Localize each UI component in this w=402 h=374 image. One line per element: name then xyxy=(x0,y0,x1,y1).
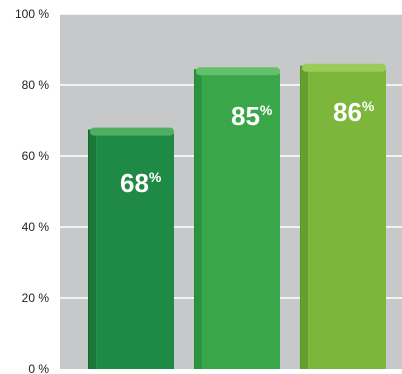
bar-top xyxy=(196,67,280,76)
y-tick-label: 20 % xyxy=(22,291,50,305)
value-label: 86% xyxy=(333,97,375,127)
bar-front xyxy=(202,73,280,369)
bar-top xyxy=(90,127,174,136)
y-tick-label: 100 % xyxy=(15,7,49,21)
bar xyxy=(300,63,386,369)
bar-front xyxy=(308,69,386,369)
y-tick-label: 80 % xyxy=(22,78,50,92)
bars xyxy=(88,63,386,369)
bar-top xyxy=(302,63,386,72)
y-tick-label: 60 % xyxy=(22,149,50,163)
value-labels: 68% 85% 86% xyxy=(120,97,375,198)
bar-front xyxy=(96,133,174,369)
value-label: 68% xyxy=(120,168,162,198)
value-label: 85% xyxy=(231,101,273,131)
bar xyxy=(88,127,174,369)
bar xyxy=(194,67,280,369)
y-tick-label: 0 % xyxy=(28,362,49,374)
y-tick-label: 40 % xyxy=(22,220,50,234)
y-axis-ticks: 0 % 20 % 40 % 60 % 80 % 100 % xyxy=(15,7,49,374)
